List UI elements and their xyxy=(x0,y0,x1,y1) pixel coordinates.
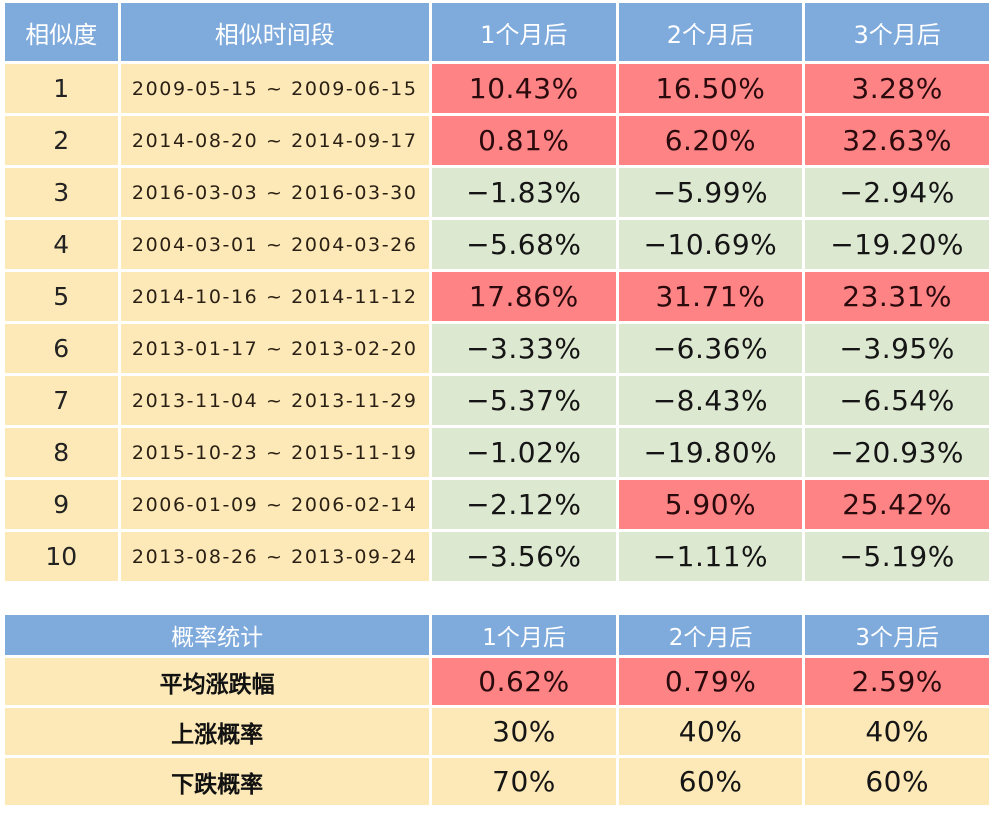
rank-cell: 8 xyxy=(5,428,118,477)
header-1-month: 1个月后 xyxy=(432,615,616,655)
stats-row-fall-probability: 下跌概率 70% 60% 60% xyxy=(5,758,989,805)
return-1m-cell: −5.37% xyxy=(432,376,616,425)
stats-row-average-change: 平均涨跌幅 0.62% 0.79% 2.59% xyxy=(5,658,989,705)
header-period: 相似时间段 xyxy=(120,3,429,61)
period-cell: 2015-10-23 ~ 2015-11-19 xyxy=(120,428,429,477)
return-3m-cell: 25.42% xyxy=(805,480,989,529)
return-2m-cell: −5.99% xyxy=(618,168,803,217)
stat-3m-cell: 2.59% xyxy=(805,658,989,705)
stat-label: 下跌概率 xyxy=(5,758,430,805)
return-3m-cell: 32.63% xyxy=(805,116,989,165)
period-cell: 2004-03-01 ~ 2004-03-26 xyxy=(120,220,429,269)
stat-3m-cell: 60% xyxy=(805,758,989,805)
return-1m-cell: −3.56% xyxy=(432,532,616,581)
return-3m-cell: 3.28% xyxy=(805,64,989,113)
return-3m-cell: −6.54% xyxy=(805,376,989,425)
return-2m-cell: 16.50% xyxy=(618,64,803,113)
rank-cell: 6 xyxy=(5,324,118,373)
return-1m-cell: −1.83% xyxy=(432,168,616,217)
period-cell: 2013-01-17 ~ 2013-02-20 xyxy=(120,324,429,373)
rank-cell: 2 xyxy=(5,116,118,165)
return-3m-cell: −2.94% xyxy=(805,168,989,217)
return-3m-cell: −5.19% xyxy=(805,532,989,581)
rank-cell: 10 xyxy=(5,532,118,581)
table-row: 2 2014-08-20 ~ 2014-09-17 0.81% 6.20% 32… xyxy=(5,116,989,165)
table-row: 1 2009-05-15 ~ 2009-06-15 10.43% 16.50% … xyxy=(5,64,989,113)
return-3m-cell: −19.20% xyxy=(805,220,989,269)
return-2m-cell: 6.20% xyxy=(618,116,803,165)
return-1m-cell: −5.68% xyxy=(432,220,616,269)
return-2m-cell: −1.11% xyxy=(618,532,803,581)
stat-1m-cell: 0.62% xyxy=(432,658,616,705)
header-row: 概率统计 1个月后 2个月后 3个月后 xyxy=(5,615,989,655)
stat-1m-cell: 30% xyxy=(432,708,616,755)
return-3m-cell: −3.95% xyxy=(805,324,989,373)
stat-label: 平均涨跌幅 xyxy=(5,658,430,705)
return-1m-cell: 0.81% xyxy=(432,116,616,165)
table-row: 3 2016-03-03 ~ 2016-03-30 −1.83% −5.99% … xyxy=(5,168,989,217)
return-1m-cell: 10.43% xyxy=(432,64,616,113)
return-1m-cell: −3.33% xyxy=(432,324,616,373)
period-cell: 2006-01-09 ~ 2006-02-14 xyxy=(120,480,429,529)
period-cell: 2009-05-15 ~ 2009-06-15 xyxy=(120,64,429,113)
stat-2m-cell: 0.79% xyxy=(618,658,803,705)
header-3-month: 3个月后 xyxy=(805,615,989,655)
stat-2m-cell: 60% xyxy=(618,758,803,805)
table-row: 5 2014-10-16 ~ 2014-11-12 17.86% 31.71% … xyxy=(5,272,989,321)
rank-cell: 1 xyxy=(5,64,118,113)
header-3-month: 3个月后 xyxy=(805,3,989,61)
period-cell: 2013-08-26 ~ 2013-09-24 xyxy=(120,532,429,581)
header-similarity: 相似度 xyxy=(5,3,118,61)
return-1m-cell: −1.02% xyxy=(432,428,616,477)
rank-cell: 7 xyxy=(5,376,118,425)
rank-cell: 3 xyxy=(5,168,118,217)
similarity-table: 相似度 相似时间段 1个月后 2个月后 3个月后 1 2009-05-15 ~ … xyxy=(2,0,992,584)
return-3m-cell: −20.93% xyxy=(805,428,989,477)
probability-stats-table: 概率统计 1个月后 2个月后 3个月后 平均涨跌幅 0.62% 0.79% 2.… xyxy=(2,612,992,808)
stat-3m-cell: 40% xyxy=(805,708,989,755)
stat-1m-cell: 70% xyxy=(432,758,616,805)
table-row: 10 2013-08-26 ~ 2013-09-24 −3.56% −1.11%… xyxy=(5,532,989,581)
header-stats: 概率统计 xyxy=(5,615,430,655)
table-row: 8 2015-10-23 ~ 2015-11-19 −1.02% −19.80%… xyxy=(5,428,989,477)
return-3m-cell: 23.31% xyxy=(805,272,989,321)
rank-cell: 4 xyxy=(5,220,118,269)
return-2m-cell: −6.36% xyxy=(618,324,803,373)
return-2m-cell: −10.69% xyxy=(618,220,803,269)
table-row: 7 2013-11-04 ~ 2013-11-29 −5.37% −8.43% … xyxy=(5,376,989,425)
period-cell: 2014-08-20 ~ 2014-09-17 xyxy=(120,116,429,165)
table-row: 4 2004-03-01 ~ 2004-03-26 −5.68% −10.69%… xyxy=(5,220,989,269)
header-1-month: 1个月后 xyxy=(432,3,616,61)
header-2-month: 2个月后 xyxy=(618,615,803,655)
stat-2m-cell: 40% xyxy=(618,708,803,755)
period-cell: 2013-11-04 ~ 2013-11-29 xyxy=(120,376,429,425)
return-2m-cell: −19.80% xyxy=(618,428,803,477)
return-2m-cell: 31.71% xyxy=(618,272,803,321)
return-1m-cell: −2.12% xyxy=(432,480,616,529)
header-2-month: 2个月后 xyxy=(618,3,803,61)
table-row: 9 2006-01-09 ~ 2006-02-14 −2.12% 5.90% 2… xyxy=(5,480,989,529)
return-2m-cell: 5.90% xyxy=(618,480,803,529)
period-cell: 2014-10-16 ~ 2014-11-12 xyxy=(120,272,429,321)
period-cell: 2016-03-03 ~ 2016-03-30 xyxy=(120,168,429,217)
header-row: 相似度 相似时间段 1个月后 2个月后 3个月后 xyxy=(5,3,989,61)
rank-cell: 5 xyxy=(5,272,118,321)
stat-label: 上涨概率 xyxy=(5,708,430,755)
table-row: 6 2013-01-17 ~ 2013-02-20 −3.33% −6.36% … xyxy=(5,324,989,373)
rank-cell: 9 xyxy=(5,480,118,529)
return-2m-cell: −8.43% xyxy=(618,376,803,425)
return-1m-cell: 17.86% xyxy=(432,272,616,321)
stats-row-rise-probability: 上涨概率 30% 40% 40% xyxy=(5,708,989,755)
